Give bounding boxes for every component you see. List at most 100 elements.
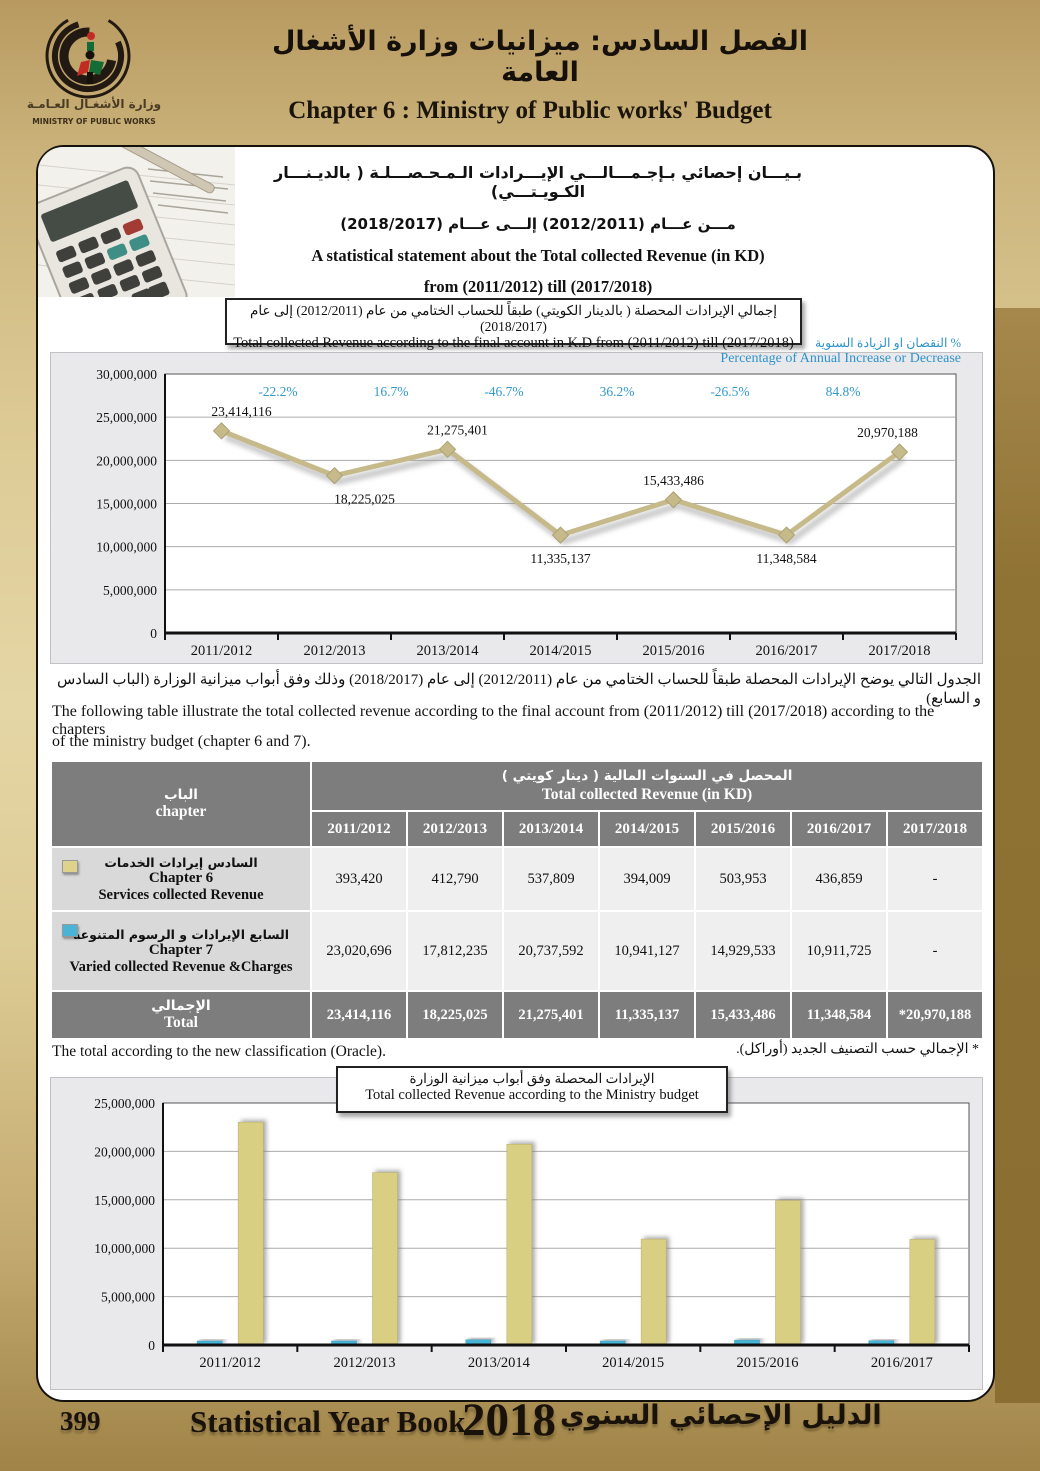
data-marker xyxy=(325,466,344,485)
total-cell: 21,275,401 xyxy=(504,992,598,1038)
svg-text:2016/2017: 2016/2017 xyxy=(755,643,817,659)
svg-text:25,000,000: 25,000,000 xyxy=(96,410,157,425)
data-marker xyxy=(664,491,683,509)
table-cell: - xyxy=(888,848,983,910)
bar-chart-title-english: Total collected Revenue according to the… xyxy=(365,1087,699,1103)
year-header: 2015/2016 xyxy=(696,812,790,846)
year-header: 2014/2015 xyxy=(600,812,694,846)
bar-chapter7 xyxy=(372,1172,398,1346)
svg-text:2014/2015: 2014/2015 xyxy=(602,1355,664,1371)
svg-text:2011/2012: 2011/2012 xyxy=(199,1355,261,1371)
year-header: 2013/2014 xyxy=(504,812,598,846)
table-header-chapter: الباب chapter xyxy=(52,762,310,846)
total-cell: 23,414,116 xyxy=(312,992,406,1038)
annual-change-label-arabic: % النقصان او الزيادة السنوية xyxy=(814,336,961,350)
table-cell: 20,737,592 xyxy=(504,912,598,990)
annual-change-label-english: Percentage of Annual Increase or Decreas… xyxy=(720,351,961,366)
table-header-chapter-arabic: الباب xyxy=(164,787,198,803)
chapter6-label-cell: السادس إيرادات الخدمات Chapter 6 Service… xyxy=(52,848,310,910)
data-marker xyxy=(212,422,231,440)
table-header-span-english: Total collected Revenue (in KD) xyxy=(541,786,753,803)
bar-chapter7 xyxy=(909,1239,936,1346)
statement-arabic-line1: بـيـــان إحصائي بـإجـمـــالـــي الإيـــر… xyxy=(274,163,802,201)
content-card: بـيـــان إحصائي بـإجـمـــالـــي الإيـــر… xyxy=(36,145,995,1402)
table-cell: 394,009 xyxy=(600,848,694,910)
table-year-row: 2011/2012 2012/2013 2013/2014 2014/2015 … xyxy=(52,812,983,846)
svg-text:2012/2013: 2012/2013 xyxy=(303,643,365,659)
between-paragraph-english2: of the ministry budget (chapter 6 and 7)… xyxy=(52,733,311,750)
table-cell: 436,859 xyxy=(792,848,886,910)
table-cell: 14,929,533 xyxy=(696,912,790,990)
chapter7-legend-icon xyxy=(62,924,78,937)
bar-chart-title-arabic: الإيرادات المحصلة وفق أبواب ميزانية الوز… xyxy=(409,1071,655,1086)
total-cell: *20,970,188 xyxy=(888,992,983,1038)
chapter7-label-cell: السابع الإيرادات و الرسوم المتنوعة Chapt… xyxy=(52,912,310,990)
page-title-arabic: الفصل السادس: ميزانيات وزارة الأشغال الع… xyxy=(271,26,809,88)
svg-text:2013/2014: 2013/2014 xyxy=(468,1355,531,1371)
bar-chart-svg: 0 5,000,000 10,000,000 15,000,000 20,000,000… xyxy=(94,1096,970,1371)
data-label: 23,414,116 xyxy=(211,404,271,419)
svg-text:30,000,000: 30,000,000 xyxy=(96,367,157,382)
year-header: 2011/2012 xyxy=(312,812,406,846)
data-marker xyxy=(551,526,570,544)
svg-text:0: 0 xyxy=(150,626,157,641)
data-label: 11,348,584 xyxy=(756,551,816,566)
svg-text:25,000,000: 25,000,000 xyxy=(94,1096,155,1111)
year-header: 2016/2017 xyxy=(792,812,886,846)
revenue-table: الباب chapter المحصل في السنوات المالية … xyxy=(50,760,985,1040)
table-cell: 10,941,127 xyxy=(600,912,694,990)
pct-change-label: -26.5% xyxy=(710,384,749,399)
chapter7-arabic: السابع الإيرادات و الرسوم المتنوعة xyxy=(73,926,289,942)
svg-text:2015/2016: 2015/2016 xyxy=(736,1355,798,1371)
statement-block: بـيـــان إحصائي بـإجـمـــالـــي الإيـــر… xyxy=(228,163,848,297)
line-chart-svg: 0 5,000,000 10,000,000 15,000,000 20,000,000… xyxy=(96,367,957,659)
between-paragraph-arabic: الجدول التالي يوضح الإيرادات المحصلة طبق… xyxy=(57,672,981,707)
svg-text:15,000,000: 15,000,000 xyxy=(96,497,157,512)
table-header-chapter-english: chapter xyxy=(155,803,207,820)
chapter6-legend-icon xyxy=(62,860,78,873)
pct-change-label: 84.8% xyxy=(826,384,861,399)
data-marker xyxy=(890,443,909,461)
pct-change-label: -46.7% xyxy=(484,384,523,399)
line-chart-title-box: إجمالي الإيرادات المحصلة ( بالدينار الكو… xyxy=(225,298,802,351)
footer-page-number: 399 xyxy=(60,1406,101,1436)
calculator-photo xyxy=(38,147,235,297)
table-cell: 393,420 xyxy=(312,848,406,910)
total-english: Total xyxy=(164,1014,198,1031)
total-label-cell: الإجمالي Total xyxy=(52,992,310,1038)
annual-change-label: % النقصان او الزيادة السنوية Percentage … xyxy=(720,335,961,367)
total-cell: 11,335,137 xyxy=(600,992,694,1038)
table-cell: 10,911,725 xyxy=(792,912,886,990)
logo-english-text: MINISTRY OF PUBLIC WORKS xyxy=(32,117,156,126)
bar-chart-title-box: الإيرادات المحصلة وفق أبواب ميزانية الوز… xyxy=(336,1066,728,1113)
ministry-logo: وزارة الأشغـال العـامـة MINISTRY OF PUBL… xyxy=(27,13,161,126)
line-chart-region: 0 5,000,000 10,000,000 15,000,000 20,000,000… xyxy=(50,352,983,664)
data-label: 20,970,188 xyxy=(857,425,918,440)
table-cell: 503,953 xyxy=(696,848,790,910)
svg-text:2015/2016: 2015/2016 xyxy=(642,643,704,659)
svg-text:15,000,000: 15,000,000 xyxy=(94,1193,155,1208)
footer-book-title-arabic: الدليل الإحصائي السنوي xyxy=(560,1400,882,1431)
footer-book-title-english: Statistical Year Book xyxy=(190,1404,466,1439)
table-cell: 537,809 xyxy=(504,848,598,910)
total-cell: 18,225,025 xyxy=(408,992,502,1038)
pct-change-label: 36.2% xyxy=(600,384,635,399)
svg-text:2012/2013: 2012/2013 xyxy=(333,1355,395,1371)
table-row-chapter7: السابع الإيرادات و الرسوم المتنوعة Chapt… xyxy=(52,912,983,990)
bar-chapter7 xyxy=(775,1200,801,1346)
svg-text:20,000,000: 20,000,000 xyxy=(94,1144,155,1159)
svg-text:0: 0 xyxy=(148,1338,155,1353)
table-header-span: المحصل في السنوات المالية ( دينار كويتي … xyxy=(312,762,983,810)
logo-swirl-icon xyxy=(45,13,131,99)
total-cell: 15,433,486 xyxy=(696,992,790,1038)
oracle-note-arabic: * الإجمالي حسب التصنيف الجديد (أوراكل). xyxy=(736,1042,979,1057)
statement-arabic-line2: مـــن عـــام (2012/2011) إلـــى عـــام (… xyxy=(340,215,736,233)
chapter6-subtitle: Services collected Revenue xyxy=(98,886,264,903)
table-cell: - xyxy=(888,912,983,990)
data-label: 15,433,486 xyxy=(643,473,704,488)
svg-text:2011/2012: 2011/2012 xyxy=(191,643,253,659)
chapter6-title: Chapter 6 xyxy=(148,869,214,886)
statement-english-line1: A statistical statement about the Total … xyxy=(311,246,765,265)
svg-text:5,000,000: 5,000,000 xyxy=(103,583,157,598)
